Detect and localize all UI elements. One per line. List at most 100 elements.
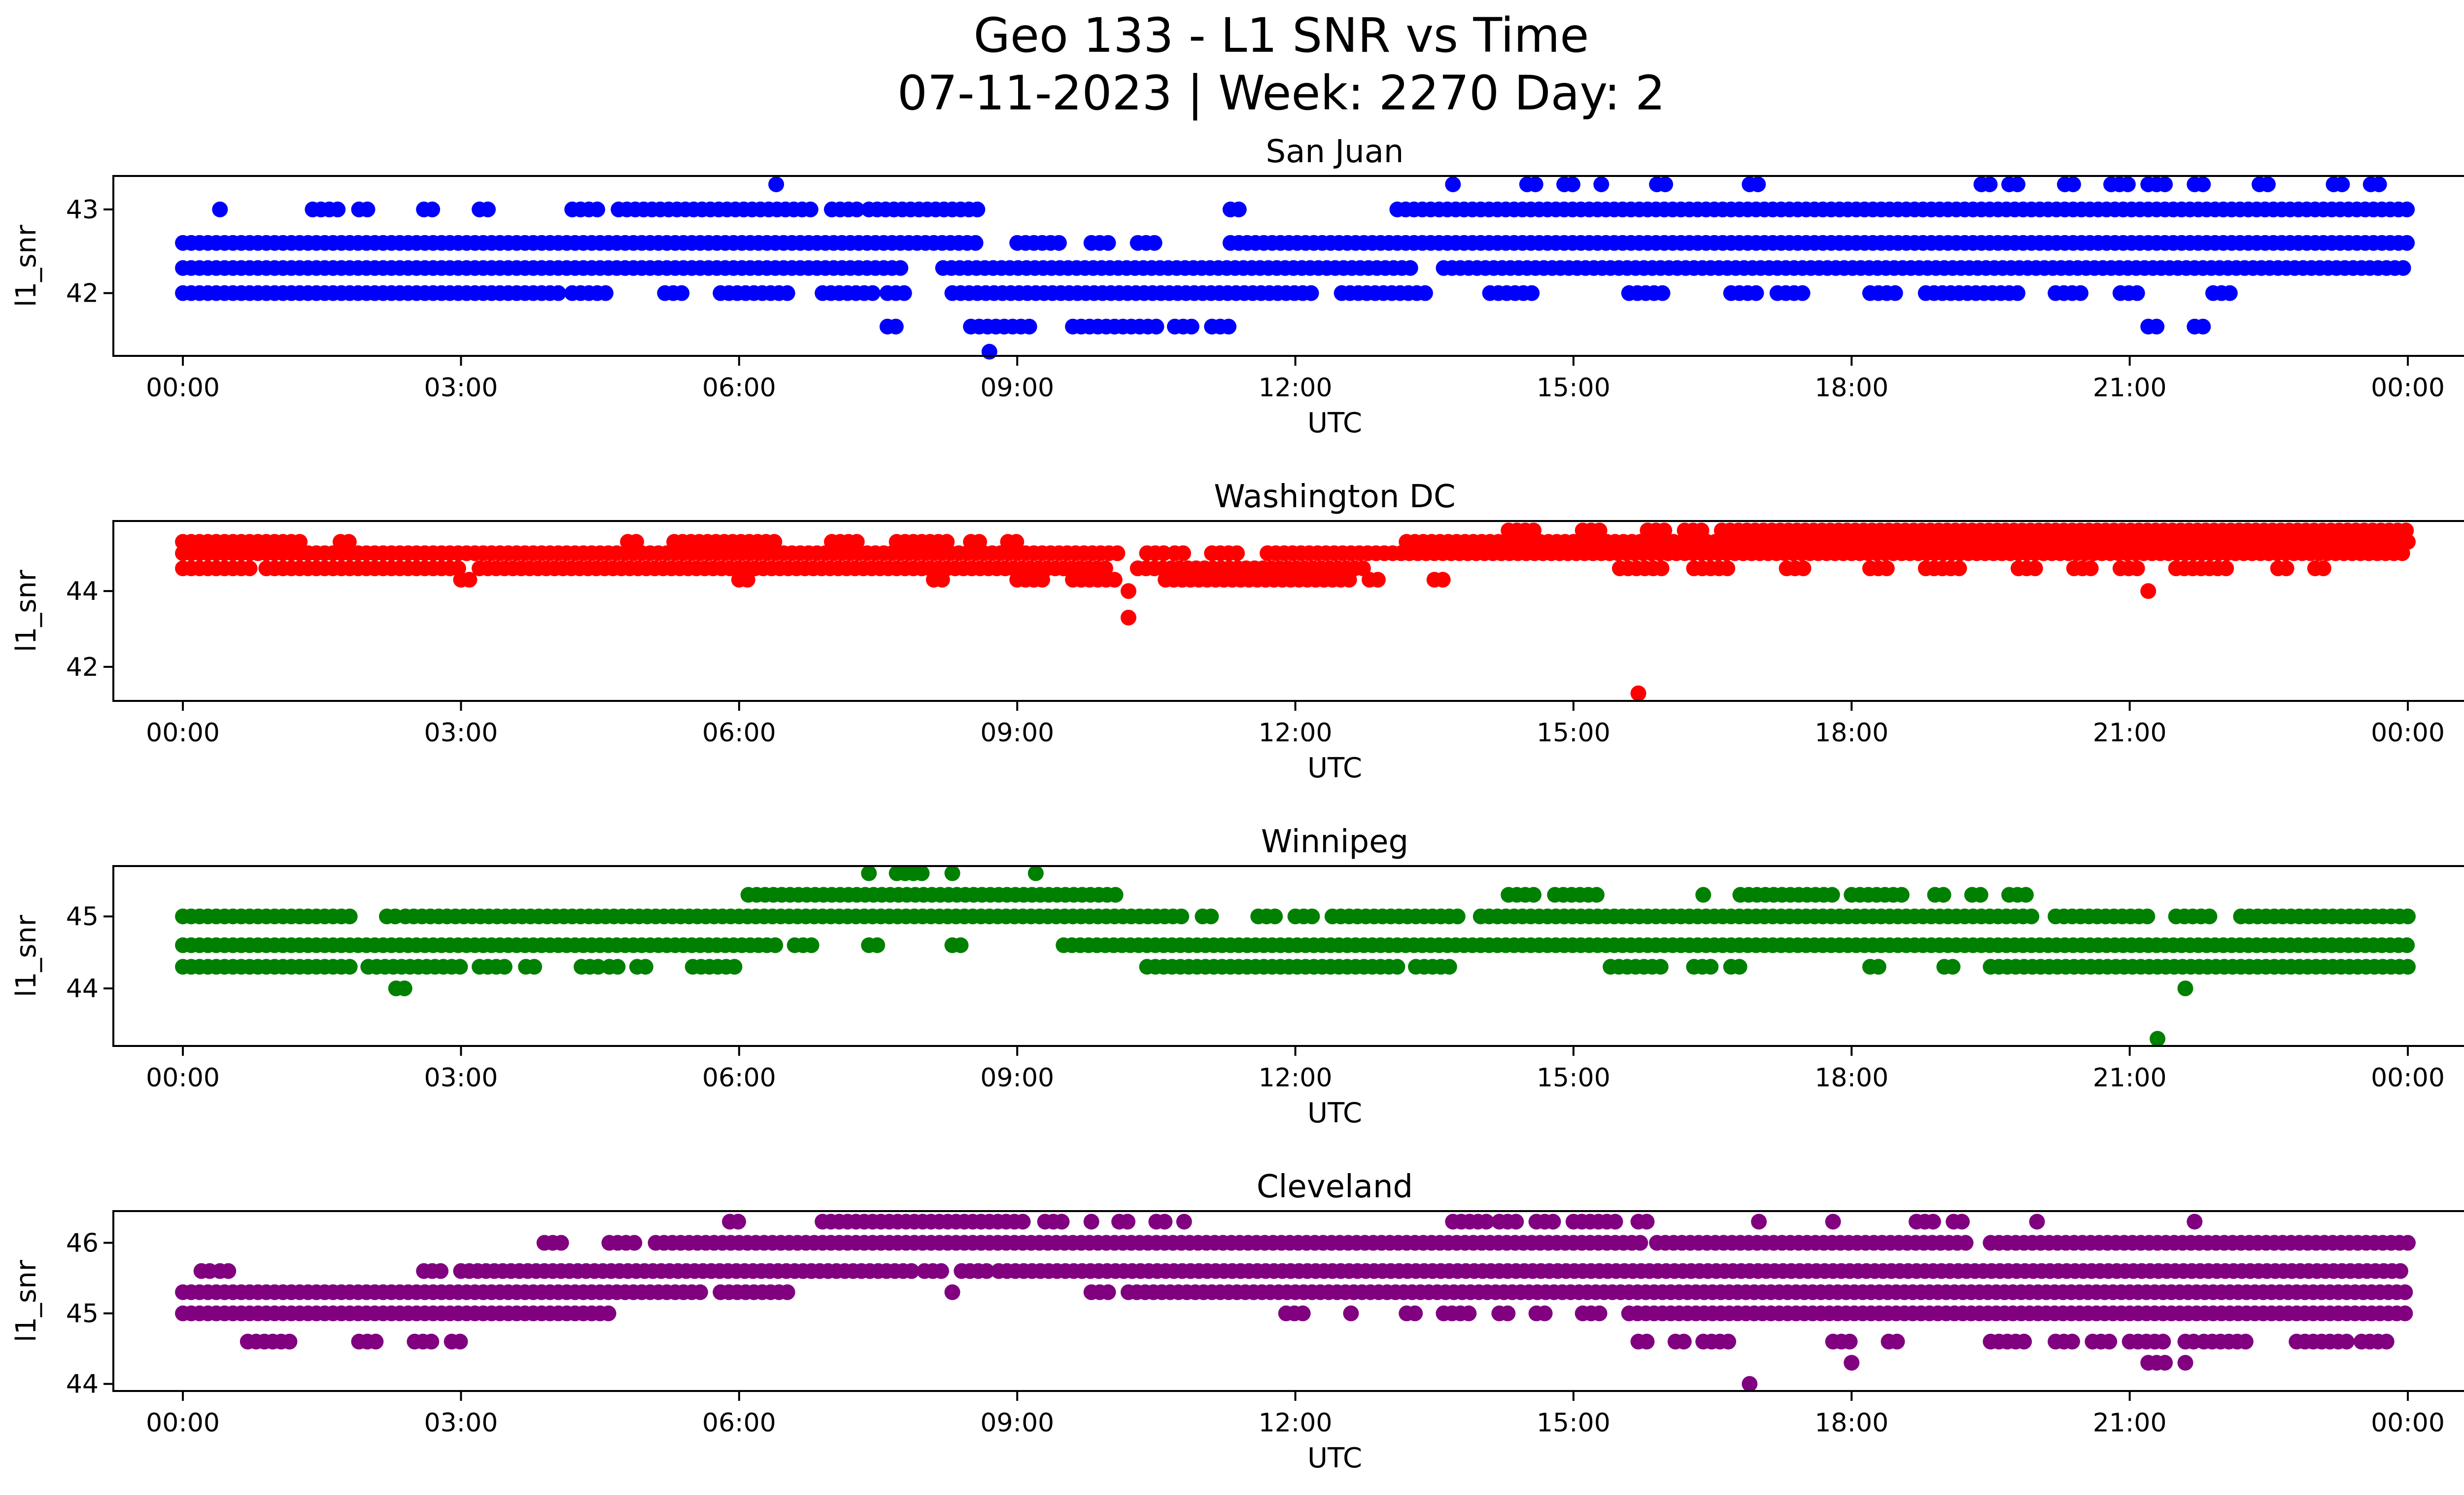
data-point	[2155, 1333, 2171, 1350]
data-point	[2140, 583, 2156, 599]
data-point	[1591, 522, 1608, 539]
x-tick-label: 06:00	[702, 718, 776, 748]
data-point	[1654, 285, 1671, 301]
data-point	[861, 865, 877, 881]
data-point	[1893, 887, 1910, 903]
data-point	[1537, 1305, 1553, 1321]
data-point	[1435, 572, 1451, 588]
data-point	[864, 285, 881, 301]
data-point	[779, 285, 795, 301]
x-tick-label: 06:00	[702, 1408, 776, 1438]
data-point	[1120, 609, 1136, 626]
data-point	[2400, 908, 2416, 925]
data-point	[1097, 560, 1113, 577]
data-point	[1100, 1284, 1116, 1300]
data-point	[803, 937, 820, 953]
data-point	[2064, 1333, 2081, 1350]
data-point	[1639, 1214, 1655, 1230]
data-point	[452, 959, 468, 975]
x-tick-label: 03:00	[424, 1408, 498, 1438]
y-tick-label: 42	[66, 279, 99, 309]
data-point	[2315, 560, 2331, 577]
data-point	[1527, 176, 1543, 192]
data-point	[2397, 1284, 2413, 1300]
x-tick-label: 00:00	[146, 718, 220, 748]
data-point	[1731, 959, 1747, 975]
data-point	[1588, 887, 1605, 903]
data-point	[1015, 1214, 1031, 1230]
x-tick-label: 18:00	[1814, 373, 1888, 403]
data-point	[849, 201, 865, 217]
data-point	[1231, 201, 1247, 217]
data-point	[1526, 522, 1542, 539]
data-point	[1027, 865, 1044, 881]
data-point	[1653, 560, 1670, 577]
data-point	[2195, 318, 2211, 335]
data-point	[281, 1333, 298, 1350]
data-point	[590, 959, 606, 975]
x-tick-label: 00:00	[2371, 1408, 2445, 1438]
x-tick-label: 09:00	[980, 1063, 1054, 1093]
data-point	[981, 344, 997, 360]
data-point	[1441, 959, 1457, 975]
data-point	[1935, 887, 1951, 903]
data-point	[1719, 560, 1736, 577]
data-point	[2392, 1263, 2408, 1279]
data-point	[1157, 1214, 1173, 1230]
data-point	[1972, 887, 1988, 903]
data-point	[2120, 176, 2136, 192]
data-point	[979, 1263, 995, 1279]
data-point	[1656, 522, 1673, 539]
data-point	[628, 534, 645, 550]
data-point	[1795, 560, 1812, 577]
data-point	[1146, 235, 1163, 251]
data-point	[934, 572, 950, 588]
data-point	[1500, 1305, 1516, 1321]
data-point	[1449, 908, 1466, 925]
x-tick-label: 15:00	[1537, 1063, 1610, 1093]
data-point	[1267, 908, 1283, 925]
plot-frame	[112, 865, 2464, 1047]
data-point	[396, 980, 412, 997]
subplot-title: Winnipeg	[1261, 824, 1408, 860]
data-point	[971, 534, 988, 550]
data-point	[1751, 1214, 1767, 1230]
subplot-cleveland: Cleveland 00:00 03:00 06:00 09:00 12:00 15:00 1…	[10, 1169, 2464, 1474]
data-point	[1021, 318, 1037, 335]
data-point	[212, 201, 228, 217]
data-point	[2023, 908, 2040, 925]
data-point	[1341, 572, 1357, 588]
data-point	[1657, 176, 1674, 192]
data-point	[496, 959, 513, 975]
data-point	[342, 908, 358, 925]
data-point	[1954, 1214, 1970, 1230]
data-point	[2157, 176, 2173, 192]
x-tick-label: 06:00	[702, 373, 776, 403]
data-point	[1748, 285, 1764, 301]
data-point	[589, 201, 605, 217]
data-point	[1957, 1235, 1974, 1251]
data-point	[1870, 959, 1886, 975]
data-point	[1008, 534, 1025, 550]
data-point	[1343, 1305, 1359, 1321]
data-point	[2010, 285, 2026, 301]
y-axis-label: l1_snr	[10, 224, 42, 307]
data-point	[2400, 1235, 2416, 1251]
x-tick-label: 09:00	[980, 373, 1054, 403]
x-axis-label: UTC	[1307, 407, 1362, 439]
data-point	[1109, 545, 1126, 561]
data-point	[1742, 1376, 1758, 1392]
data-point	[1229, 545, 1245, 561]
data-point	[2150, 1031, 2166, 1047]
data-point	[802, 201, 819, 217]
data-point	[1703, 959, 1719, 975]
data-point	[2029, 1214, 2045, 1230]
data-point	[1951, 560, 1967, 577]
figure-title-line2: 07-11-2023 | Week: 2270 Day: 2	[897, 66, 1666, 121]
x-tick-label: 21:00	[2093, 1063, 2167, 1093]
data-point	[1526, 887, 1542, 903]
data-point	[2129, 285, 2145, 301]
data-point	[1842, 1333, 1858, 1350]
data-point	[600, 1305, 616, 1321]
x-tick-label: 12:00	[1259, 1063, 1333, 1093]
